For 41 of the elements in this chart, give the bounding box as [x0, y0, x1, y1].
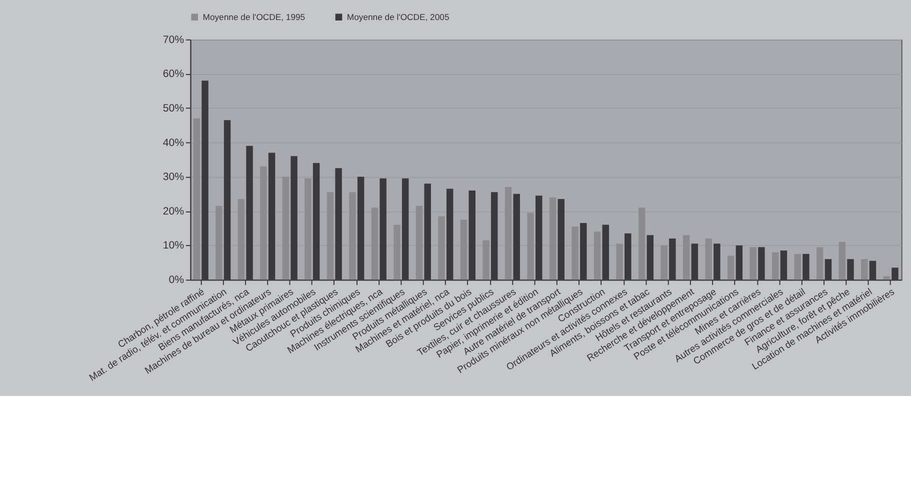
y-tick-label: 0% — [168, 274, 185, 286]
bar — [238, 199, 245, 280]
bar — [260, 166, 267, 280]
bar — [750, 247, 756, 280]
legend-label: Moyenne de l'OCDE, 2005 — [346, 12, 450, 22]
bar — [705, 238, 712, 280]
bar — [549, 197, 556, 280]
y-tick-label: 60% — [162, 68, 185, 80]
bar — [216, 206, 222, 280]
y-tick-label: 70% — [162, 34, 185, 46]
bar — [527, 212, 534, 280]
bar — [861, 259, 868, 280]
y-tick-label: 50% — [162, 102, 185, 114]
bar — [504, 187, 512, 280]
bar — [460, 220, 468, 280]
bar — [304, 178, 312, 280]
bar — [416, 206, 423, 280]
bar — [794, 254, 801, 280]
bar — [772, 252, 779, 280]
bar — [282, 176, 290, 280]
bar — [438, 216, 445, 280]
bar — [616, 244, 623, 280]
y-tick-label: 30% — [162, 171, 185, 184]
bar — [482, 240, 490, 280]
bar — [727, 256, 734, 280]
bar — [594, 232, 601, 280]
bar — [193, 118, 200, 280]
bar — [572, 226, 578, 280]
y-tick-label: 20% — [162, 205, 185, 218]
bar — [838, 242, 846, 280]
bar — [816, 247, 824, 280]
y-tick-label: 10% — [162, 240, 185, 252]
bar — [638, 208, 646, 280]
bar — [349, 192, 356, 280]
bar — [326, 192, 334, 280]
bar — [371, 208, 378, 280]
legend-label: Moyenne de l'OCDE, 1995 — [202, 12, 306, 22]
bar — [660, 245, 668, 280]
y-tick-label: 40% — [162, 136, 185, 149]
bar — [394, 224, 400, 280]
bar — [682, 235, 690, 280]
